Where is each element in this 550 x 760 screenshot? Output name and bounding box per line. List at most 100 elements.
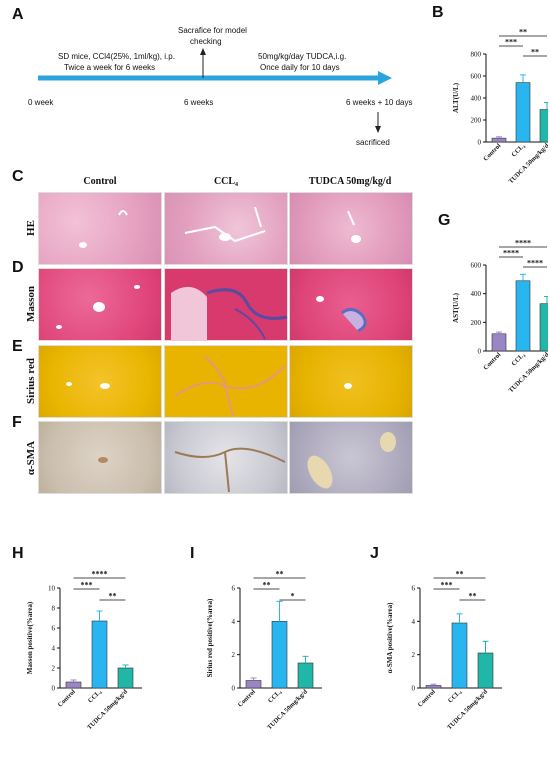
micrograph-he-control — [38, 192, 162, 265]
column-header-control: Control — [83, 176, 117, 187]
significance-label: *** — [81, 581, 93, 590]
y-tick-label: 200 — [471, 117, 482, 125]
bar-control — [65, 681, 82, 689]
micrograph-sma-tudca — [289, 421, 413, 494]
significance-label: **** — [527, 259, 543, 268]
category-label-ccl4: CCL₄ — [447, 688, 463, 704]
y-axis-label: ALT(U/L) — [452, 82, 460, 113]
bar-tudca — [297, 662, 314, 689]
category-label-tudca: TUDCA 50mg/kg/d — [508, 351, 548, 394]
micrograph-sirius-ccl4 — [164, 345, 288, 418]
y-tick-label: 600 — [471, 73, 482, 81]
micrograph-masson-ccl4 — [164, 268, 288, 341]
significance-label: ** — [519, 28, 527, 37]
timeline-arrowhead — [378, 71, 392, 85]
row-header-alpha-sma: α-SMA — [25, 440, 37, 476]
bar-ccl4 — [91, 620, 108, 689]
y-tick-label: 2 — [412, 651, 416, 659]
timeline-right-text-2: Once daily for 10 days — [260, 63, 340, 72]
timeline-mid-label: 6 weeks — [184, 98, 214, 107]
timeline-right-text-1: 50mg/kg/day TUDCA,i.g. — [258, 52, 347, 61]
micrograph-sma-control — [38, 421, 162, 494]
row-header-masson: Masson — [25, 285, 37, 323]
panel-label-g: G — [438, 212, 451, 229]
checkpoint-text-2: checking — [190, 37, 222, 46]
y-tick-label: 6 — [412, 585, 416, 593]
sacrifice-arrowhead — [375, 126, 381, 133]
y-tick-label: 800 — [471, 51, 482, 59]
bar-ccl4 — [515, 280, 531, 352]
y-tick-label: 0 — [478, 139, 482, 147]
checkpoint-arrowhead — [200, 48, 206, 55]
category-label-ccl4: CCL₄ — [267, 688, 283, 704]
significance-label: **** — [503, 249, 519, 258]
timeline-left-text-2: Twice a week for 6 weeks — [64, 63, 156, 72]
column-header-tudca: TUDCA 50mg/kg/d — [308, 176, 392, 187]
bar-control — [245, 680, 262, 689]
bar-tudca — [117, 667, 134, 689]
bar-tudca — [539, 109, 548, 143]
bar-control — [491, 137, 507, 143]
panel-label-j: J — [370, 545, 379, 562]
bar-ccl4 — [451, 622, 468, 689]
y-axis-label: α-SMA positive(%area) — [386, 602, 394, 674]
y-tick-label: 400 — [471, 95, 482, 103]
significance-label: ** — [531, 48, 539, 57]
timeline-diagram — [38, 48, 392, 133]
timeline-end-label: 6 weeks + 10 days — [346, 98, 413, 107]
significance-label: *** — [441, 581, 453, 590]
bar-ccl4 — [271, 621, 288, 689]
y-tick-label: 4 — [412, 618, 416, 626]
checkpoint-text-1: Sacrafice for model — [178, 26, 247, 35]
bar-tudca — [539, 303, 548, 352]
y-tick-label: 6 — [232, 585, 236, 593]
significance-label: ** — [456, 570, 464, 579]
y-tick-label: 4 — [232, 618, 236, 626]
panel-label-i: I — [190, 545, 195, 562]
bar-ccl4 — [515, 82, 531, 143]
panel-label-f: F — [12, 414, 22, 431]
significance-label: ** — [276, 570, 284, 579]
significance-label: *** — [505, 38, 517, 47]
timeline-start-label: 0 week — [28, 98, 54, 107]
panel-label-c: C — [12, 168, 24, 185]
significance-label: **** — [515, 239, 531, 248]
y-tick-label: 2 — [52, 665, 56, 673]
y-tick-label: 2 — [232, 651, 236, 659]
micrograph-sirius-control — [38, 345, 162, 418]
y-tick-label: 0 — [478, 348, 482, 356]
sacrificed-label: sacrificed — [356, 138, 390, 147]
y-tick-label: 0 — [52, 685, 56, 693]
bar-control — [425, 685, 442, 689]
y-tick-label: 0 — [232, 685, 236, 693]
y-tick-label: 400 — [471, 290, 482, 298]
category-label-control: Control — [57, 688, 77, 708]
bar-control — [491, 333, 507, 352]
y-axis-label: Masson positive(%area) — [26, 601, 34, 674]
chart-sirius-red: 0 2 4 6 Sirius red positive(%area) Control CCL… — [206, 570, 322, 731]
bar-tudca — [477, 652, 494, 689]
panel-label-e: E — [12, 338, 23, 355]
y-tick-label: 6 — [52, 625, 56, 633]
significance-label: * — [291, 592, 295, 601]
y-tick-label: 600 — [471, 262, 482, 270]
y-tick-label: 200 — [471, 319, 482, 327]
category-label-tudca: TUDCA 50mg/kg/d — [508, 142, 548, 185]
micrograph-masson-tudca — [289, 268, 413, 341]
category-label-control: Control — [482, 351, 502, 371]
panel-label-a: A — [12, 6, 24, 23]
significance-label: ** — [109, 592, 117, 601]
y-tick-label: 0 — [412, 685, 416, 693]
micrograph-sma-ccl4 — [164, 421, 288, 494]
significance-label: ** — [469, 592, 477, 601]
micrograph-he-tudca — [289, 192, 413, 265]
y-tick-label: 10 — [48, 585, 56, 593]
panel-label-h: H — [12, 545, 24, 562]
y-axis-label: AST(U/L) — [452, 292, 460, 323]
category-label-control: Control — [482, 142, 502, 162]
category-label-ccl4: CCL₄ — [510, 351, 526, 367]
row-header-he: HE — [25, 220, 37, 236]
